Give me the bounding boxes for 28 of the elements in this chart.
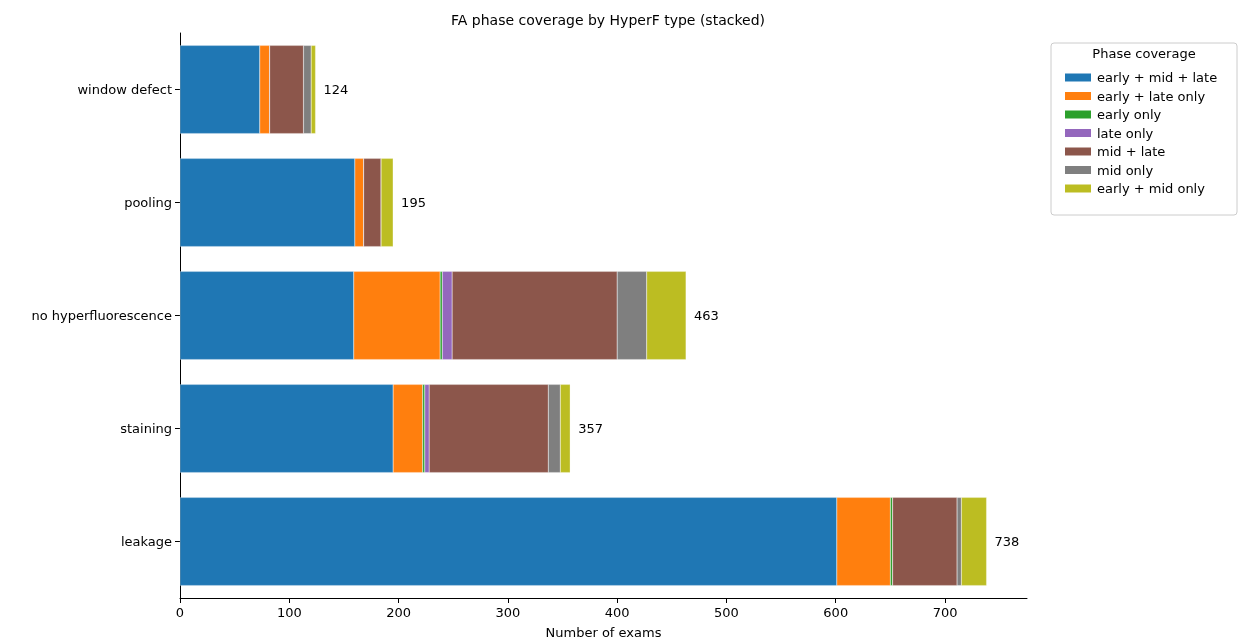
x-tick-label: 200 xyxy=(386,605,411,620)
x-axis-title: Number of exams xyxy=(545,625,662,640)
x-tick-label: 700 xyxy=(932,605,958,620)
total-label: 124 xyxy=(323,82,349,97)
legend-label: early only xyxy=(1097,107,1162,122)
y-tick-label: leakage xyxy=(120,534,172,549)
x-tick-label: 300 xyxy=(495,605,521,620)
y-tick-label: window defect xyxy=(77,82,172,97)
legend-label: early + mid + late xyxy=(1097,70,1218,85)
x-tick-label: 500 xyxy=(714,605,739,620)
y-tick-label: staining xyxy=(120,421,172,436)
legend-title: Phase coverage xyxy=(1092,46,1196,61)
total-label: 738 xyxy=(994,534,1020,549)
x-tick-label: 400 xyxy=(604,605,630,620)
total-label: 357 xyxy=(578,421,603,436)
chart-title: FA phase coverage by HyperF type (stacked) xyxy=(451,12,765,28)
x-tick-label: 0 xyxy=(175,605,185,620)
legend-label: early + mid only xyxy=(1097,181,1206,196)
legend-label: late only xyxy=(1097,125,1154,141)
total-label: 463 xyxy=(694,308,719,323)
x-tick-label: 100 xyxy=(276,605,302,620)
legend-label: mid only xyxy=(1097,162,1154,178)
y-tick-label: pooling xyxy=(124,195,172,210)
y-tick-label: no hyperfluorescence xyxy=(31,308,172,323)
x-tick-label: 600 xyxy=(823,605,849,620)
legend-label: mid + late xyxy=(1097,144,1166,159)
total-label: 195 xyxy=(401,195,426,210)
legend-label: early + late only xyxy=(1097,88,1206,104)
